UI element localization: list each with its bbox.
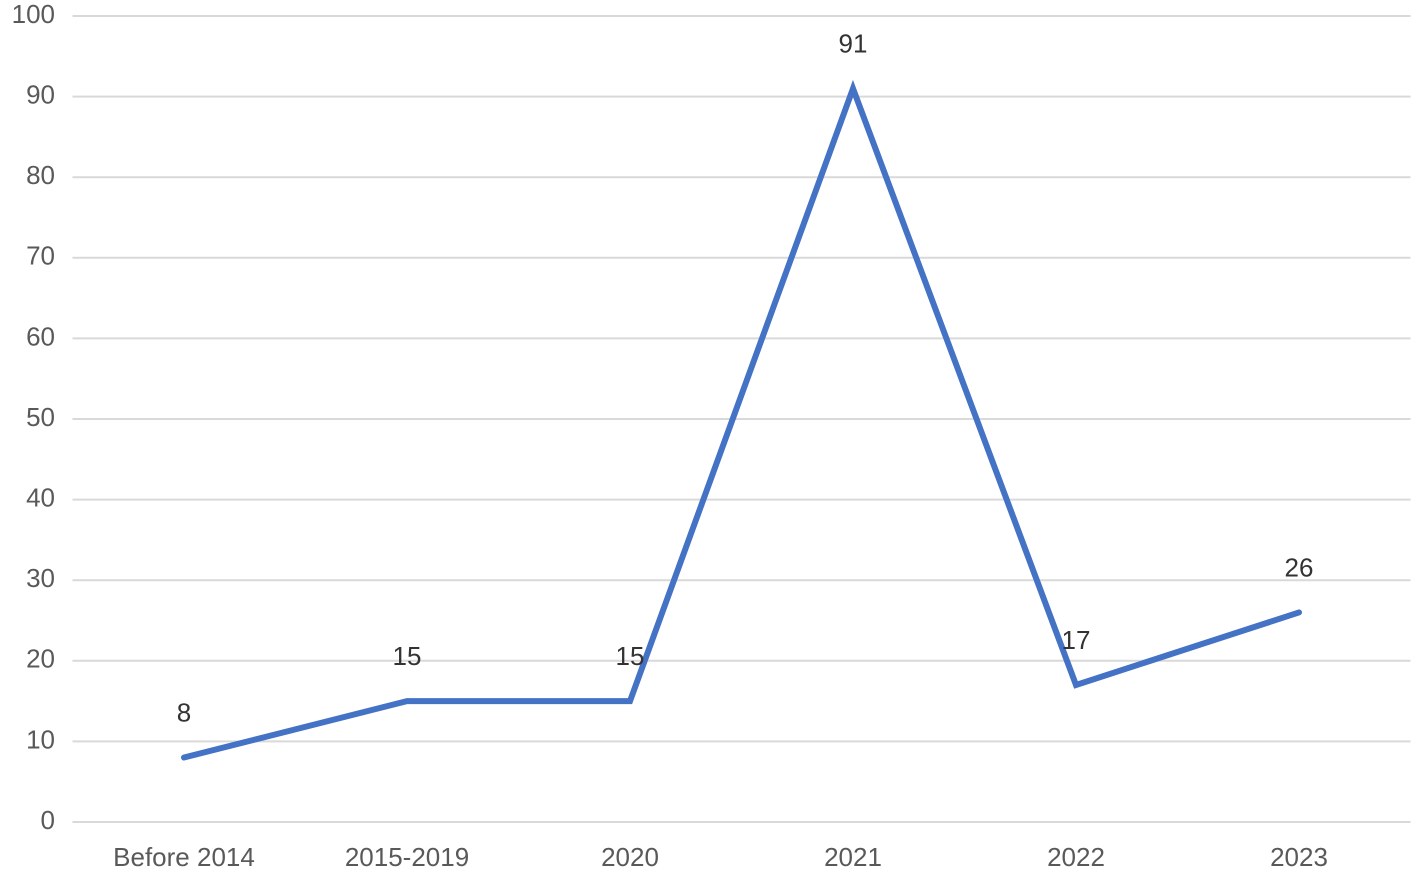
x-tick-label: Before 2014 (113, 842, 255, 872)
y-tick-label: 50 (26, 402, 55, 432)
data-label: 26 (1285, 552, 1314, 582)
y-tick-label: 100 (12, 0, 55, 29)
x-tick-label: 2022 (1047, 842, 1105, 872)
x-tick-label: 2020 (601, 842, 659, 872)
y-tick-label: 70 (26, 241, 55, 271)
x-tick-label: 2015-2019 (345, 842, 469, 872)
y-tick-label: 30 (26, 563, 55, 593)
data-label: 15 (393, 641, 422, 671)
y-tick-label: 0 (41, 805, 55, 835)
y-tick-label: 20 (26, 644, 55, 674)
data-label: 17 (1062, 625, 1091, 655)
y-tick-label: 40 (26, 482, 55, 512)
y-tick-label: 80 (26, 160, 55, 190)
y-tick-label: 10 (26, 724, 55, 754)
data-label: 91 (839, 28, 868, 58)
data-label: 15 (616, 641, 645, 671)
x-tick-label: 2023 (1270, 842, 1328, 872)
data-line (181, 79, 1302, 761)
y-tick-label: 60 (26, 321, 55, 351)
x-tick-label: 2021 (824, 842, 882, 872)
data-label: 8 (177, 697, 191, 727)
y-tick-label: 90 (26, 79, 55, 109)
